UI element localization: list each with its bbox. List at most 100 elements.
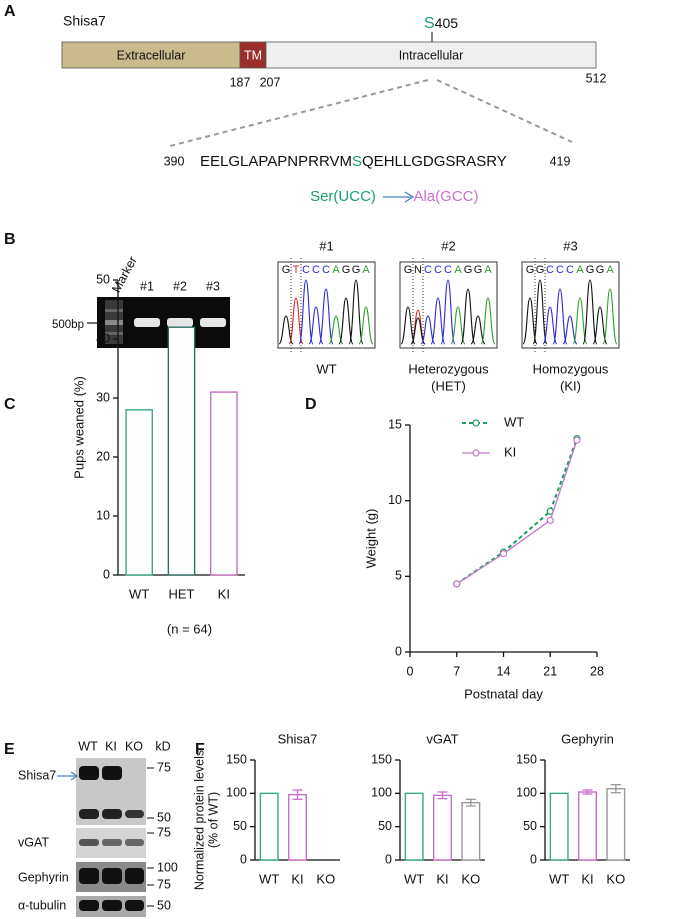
point [453, 580, 461, 588]
base-letter: G [596, 264, 605, 276]
arrow-head [70, 771, 79, 781]
trace-peak [460, 288, 476, 345]
trace-peak [552, 288, 568, 345]
x-axis-label: Postnatal day [464, 686, 543, 701]
panel-label: D [305, 396, 317, 413]
panel-label: F [195, 741, 205, 758]
chromatogram-title: #1 [319, 238, 333, 253]
blot-band [102, 839, 122, 846]
panel-label: C [4, 396, 16, 413]
trace-peak [542, 306, 558, 345]
blot-band [102, 809, 122, 819]
blot-band [102, 766, 122, 780]
legend-label: KI [504, 444, 516, 459]
blot-band [79, 868, 99, 884]
chromatogram-frame [277, 261, 376, 349]
domain-tm [239, 41, 267, 69]
blot-band [102, 900, 122, 911]
trace-peak [562, 315, 578, 345]
trace-peak [450, 306, 466, 345]
marker-label: 75 [157, 825, 171, 839]
y-tick-label: 20 [96, 449, 110, 463]
trace-peak [470, 315, 486, 345]
y-tick-label: 150 [371, 752, 392, 766]
bar [125, 409, 153, 576]
point [546, 516, 554, 524]
base-letter: N [414, 264, 422, 276]
x-tick-label: WT [549, 871, 569, 886]
y-tick-label: 0 [240, 852, 247, 866]
marker-band [105, 320, 123, 325]
bar [606, 787, 626, 861]
base-letter: C [424, 264, 432, 276]
base-letter: G [404, 264, 413, 276]
y-tick-label: 10 [96, 508, 110, 522]
base-letter: C [312, 264, 320, 276]
base-letter: G [282, 264, 291, 276]
marker-label: 75 [157, 760, 171, 774]
boundary-label: 512 [586, 71, 607, 85]
error-bar [582, 789, 593, 795]
bar [549, 792, 569, 861]
y-tick-label: 30 [96, 390, 110, 404]
bar [210, 391, 238, 576]
trace-peak [602, 288, 618, 345]
trace-peak [278, 315, 294, 345]
trace-peak [572, 297, 588, 345]
y-tick-label: 50 [96, 272, 110, 286]
blot-band [125, 839, 144, 846]
chromatogram-frame [399, 261, 498, 349]
base-letter: G [586, 264, 595, 276]
chart-title: Shisa7 [278, 731, 318, 746]
base-letter: G [342, 264, 351, 276]
blot-band [125, 868, 144, 884]
bar [433, 794, 452, 861]
x-tick-label: KO [316, 871, 335, 886]
legend-label: WT [504, 414, 524, 429]
blot-label: vGAT [18, 835, 49, 849]
x-tick-label: 0 [407, 664, 414, 678]
x-tick-label: 7 [453, 664, 460, 678]
x-tick-label: HET [169, 586, 195, 601]
trace-peak [582, 279, 598, 345]
marker-label: 75 [157, 877, 171, 891]
trace-peak [430, 297, 446, 345]
x-tick-label: 14 [497, 664, 511, 678]
bar [259, 792, 279, 861]
sequence-part: QEHLLGDGSRASRY [362, 153, 507, 170]
base-letter: C [556, 264, 564, 276]
blot-band [79, 766, 99, 780]
y-axis-label: Weight (g) [363, 509, 378, 569]
trace-peak [348, 279, 364, 345]
blot-band [125, 810, 144, 818]
legend-marker [472, 449, 480, 457]
base-letter: C [546, 264, 554, 276]
y-tick-label: 0 [395, 644, 402, 658]
zoom-line [169, 79, 429, 147]
error-bar [437, 791, 448, 800]
chart-title: vGAT [426, 731, 458, 746]
trace-peak [592, 306, 608, 345]
y-tick-label: 50 [378, 819, 392, 833]
blot-label: Shisa7 [18, 768, 56, 782]
blot-band [79, 839, 99, 846]
panel-label: A [4, 3, 16, 20]
gel-band [167, 318, 193, 327]
base-letter: A [576, 264, 584, 276]
x-tick-label: WT [129, 586, 149, 601]
marker-ticks [147, 767, 154, 907]
base-letter: G [464, 264, 473, 276]
chromatogram-title: #3 [563, 238, 577, 253]
base-letter: G [526, 264, 535, 276]
domain-label: TM [244, 48, 262, 62]
x-tick-label: 21 [543, 664, 557, 678]
trace-peak [298, 279, 314, 345]
error-bar [292, 789, 303, 800]
chromatogram-frame [521, 261, 620, 349]
y-tick-label: 100 [371, 786, 392, 800]
y-tick-label: 40 [96, 331, 110, 345]
site-label: S405 [424, 15, 458, 33]
trace-peak [420, 315, 436, 345]
arrow-head [404, 191, 415, 203]
